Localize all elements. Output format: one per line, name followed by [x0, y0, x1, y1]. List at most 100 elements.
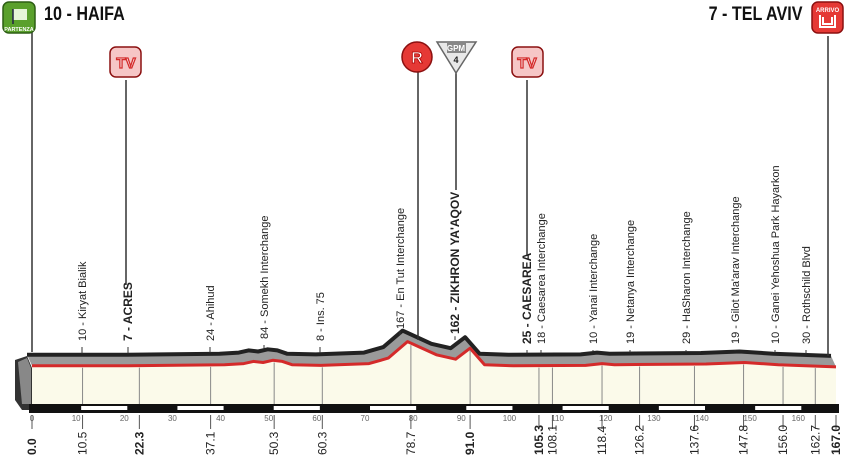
waypoint-km-group: 126.2	[633, 415, 647, 455]
waypoint-km-label: 78.7	[404, 431, 418, 455]
scale-segment	[370, 406, 417, 410]
profile-road-line	[32, 340, 837, 369]
waypoint-label: 84 - Somekh Interchange	[259, 215, 271, 339]
x-tick-label: 60	[312, 414, 321, 423]
x-tick-label: 20	[120, 414, 129, 423]
scale-segment	[466, 406, 513, 410]
waypoint-label-group: 7 - ACRES	[121, 282, 135, 341]
waypoint-label: 10 - Yanai Interchange	[588, 234, 600, 344]
finish-badge-text: ARRIVO	[816, 8, 840, 14]
scale-segment	[658, 406, 706, 410]
waypoint-km-label: 60.3	[315, 431, 329, 455]
waypoint-label: 19 - Netanya Interchange	[625, 220, 637, 344]
x-tick-label: 120	[599, 414, 613, 423]
scale-segment	[562, 406, 609, 410]
waypoint-label: 18 - Caesarea Interchange	[536, 213, 548, 344]
waypoint-km-label: 10.5	[76, 431, 90, 455]
waypoint-km-label: 167.0	[829, 425, 843, 455]
waypoint-label-group: 25 - CAESAREA	[520, 252, 534, 344]
x-tick-label: 110	[551, 414, 564, 423]
waypoint-km-label: 137.6	[687, 425, 701, 455]
waypoint-label-group: 10 - Kiryat Bialik	[77, 261, 89, 341]
tv-icon	[511, 46, 544, 78]
waypoint-label: 8 - Ins. 75	[315, 292, 327, 341]
waypoint-label-group: 24 - Ahihud	[205, 285, 217, 341]
waypoint-km-label: 0.0	[25, 438, 39, 455]
waypoint-km-label: 50.3	[267, 431, 281, 455]
waypoint-km-group: 105.3	[532, 415, 546, 455]
finish-city-title: 7 - TEL AVIV	[709, 4, 803, 25]
waypoint-label-group: 18 - Caesarea Interchange	[536, 213, 548, 344]
waypoint-km-label: 156.0	[776, 425, 790, 455]
waypoint-label-group: 19 - Gilot Ma'arav Interchange	[730, 196, 742, 344]
waypoint-km-group: 37.1	[204, 415, 218, 455]
waypoint-km-label: 126.2	[633, 425, 647, 455]
waypoint-km-group: 22.3	[132, 415, 146, 455]
profile-left-face	[18, 358, 31, 404]
waypoint-label: 25 - CAESAREA	[520, 252, 534, 344]
sprint-icon-label: R	[411, 50, 423, 67]
tv-icon-label: TV	[517, 55, 536, 72]
x-tick-label: 140	[695, 414, 709, 423]
x-tick-label: 40	[216, 414, 225, 423]
start-city-title: 10 - HAIFA	[44, 4, 125, 25]
waypoint-km-label: 22.3	[132, 431, 146, 455]
scale-segment	[81, 406, 128, 410]
waypoint-km-group: 0.0	[25, 415, 39, 455]
x-tick-label: 100	[503, 414, 517, 423]
tv-icon-label: TV	[116, 55, 135, 72]
x-tick-label: 30	[168, 414, 177, 423]
waypoint-km-label: 147.8	[737, 425, 751, 455]
x-tick-label: 150	[743, 414, 757, 423]
waypoint-km-label: 162.7	[808, 425, 822, 455]
waypoint-label: 29 - HaSharon Interchange	[681, 211, 693, 344]
waypoint-km-group: 147.8	[737, 415, 751, 455]
waypoint-label-group: 19 - Netanya Interchange	[625, 220, 637, 344]
waypoint-label: 7 - ACRES	[121, 282, 135, 341]
waypoint-km-group: 78.7	[404, 415, 418, 455]
waypoint-label-group: 167 - En Tut Interchange	[395, 208, 407, 329]
x-tick-label: 80	[409, 414, 418, 423]
scale-segment	[177, 406, 224, 410]
waypoint-km-group: 10.5	[76, 415, 90, 455]
x-tick-label: 70	[361, 414, 370, 423]
waypoint-km-label: 37.1	[204, 431, 218, 455]
finish-arch-icon	[819, 15, 836, 28]
waypoint-km-group: 91.0	[463, 415, 477, 455]
waypoint-label: 24 - Ahihud	[205, 285, 217, 341]
kom-icon	[435, 41, 478, 75]
waypoint-km-label: 105.3	[532, 425, 546, 455]
profile-fill	[32, 341, 836, 406]
waypoint-label-group: 84 - Somekh Interchange	[259, 215, 271, 339]
waypoint-label-group: 10 - Ganei Yehoshua Park Hayarkon	[770, 165, 782, 344]
waypoint-km-group: 162.7	[808, 415, 822, 455]
tv-icon	[109, 46, 142, 78]
scale-segment	[755, 406, 802, 410]
waypoint-km-label: 108.1	[545, 425, 559, 455]
waypoint-km-group: 118.4	[595, 415, 609, 455]
x-tick-label: 160	[792, 414, 806, 423]
waypoint-km-group: 60.3	[315, 415, 329, 455]
x-tick-label: 130	[647, 414, 661, 423]
start-badge-text: PARTENZA	[4, 27, 34, 33]
distance-scale-bar	[29, 404, 839, 413]
waypoint-label: 19 - Gilot Ma'arav Interchange	[730, 196, 742, 344]
waypoint-km-label: 91.0	[463, 431, 477, 455]
waypoint-km-group: 137.6	[687, 415, 701, 455]
kom-icon-label: GPM	[447, 44, 466, 53]
profile-side-band	[27, 330, 836, 367]
kom-icon-band	[447, 43, 466, 53]
waypoint-label: 10 - Kiryat Bialik	[77, 261, 89, 341]
sprint-icon	[401, 41, 433, 73]
finish-icon	[811, 1, 844, 34]
waypoint-label: 167 - En Tut Interchange	[395, 208, 407, 329]
x-tick-label: 50	[264, 414, 273, 423]
waypoint-label-group: 29 - HaSharon Interchange	[681, 211, 693, 344]
waypoint-km-label: 118.4	[595, 426, 609, 455]
x-tick-label: 10	[72, 414, 81, 423]
waypoint-label-group: 8 - Ins. 75	[315, 292, 327, 341]
x-tick-label: 90	[457, 414, 466, 423]
waypoint-label-group: 30 - Rothschild Blvd	[801, 246, 813, 344]
waypoint-km-group: 156.0	[776, 415, 790, 455]
